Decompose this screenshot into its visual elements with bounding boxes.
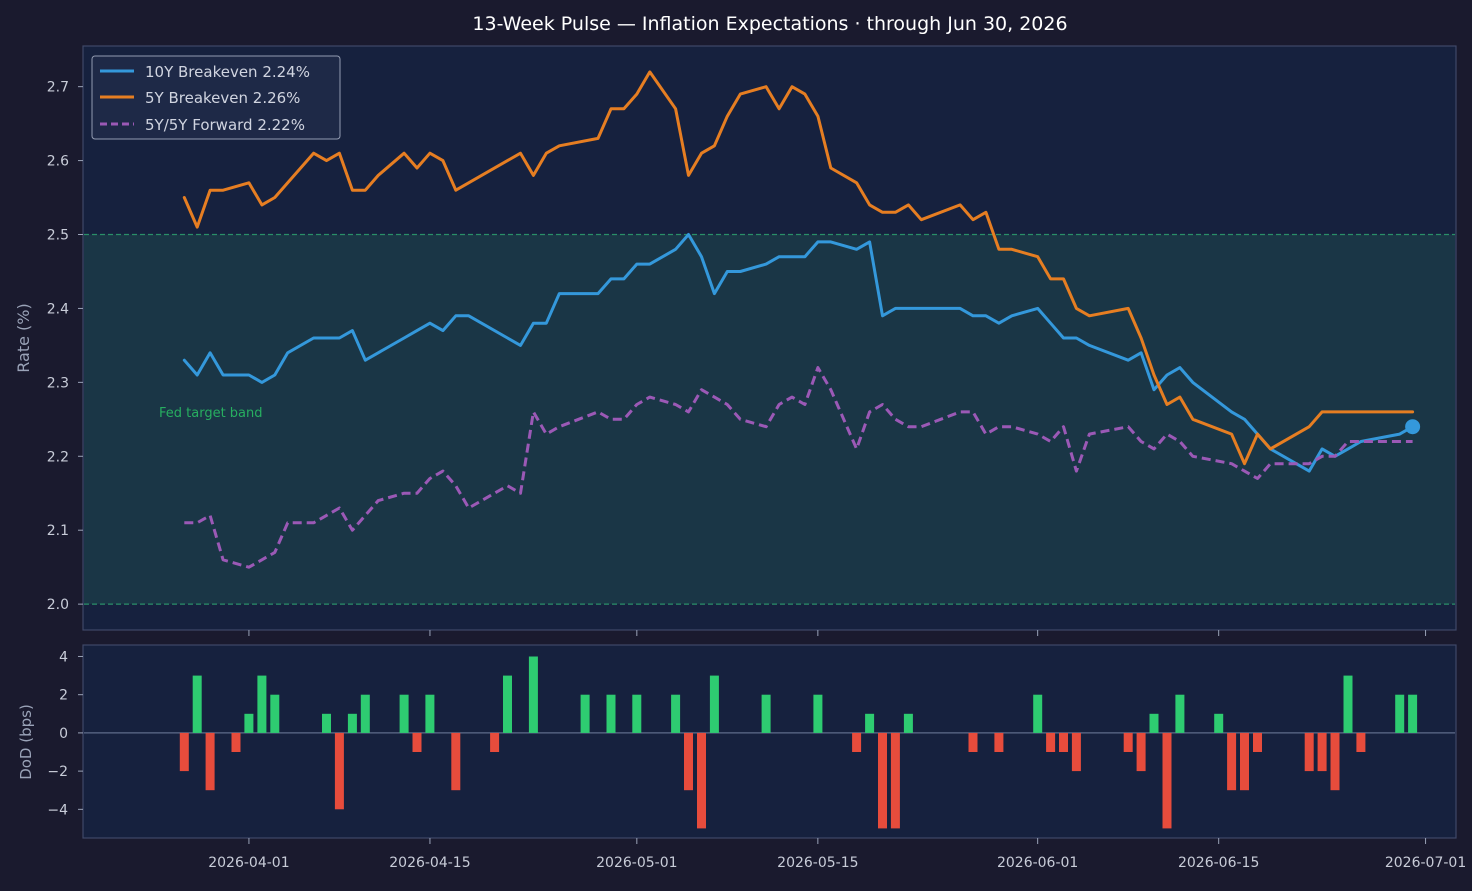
dod-y-tick-label: −2 <box>47 764 68 780</box>
dod-y-axis: −4 −2 0 2 4 <box>47 649 83 818</box>
dod-bar <box>994 732 1004 752</box>
dod-bar <box>1123 732 1133 752</box>
dod-y-tick-label: 0 <box>59 726 68 742</box>
dod-bar <box>270 694 280 733</box>
dod-bar <box>1033 694 1043 733</box>
main-y-axis: 2.0 2.1 2.2 2.3 2.4 2.5 2.6 2.7 <box>47 80 83 613</box>
dod-bar <box>322 713 331 733</box>
dod-x-axis: 2026-04-01 2026-04-15 2026-05-01 2026-05-15… <box>208 838 1466 871</box>
dod-bar <box>1395 694 1405 733</box>
dod-bar <box>451 732 461 791</box>
main-y-tick-label: 2.1 <box>47 523 69 539</box>
dod-x-tick-label: 2026-05-01 <box>596 855 677 871</box>
main-x-axis <box>248 630 1427 636</box>
dod-y-tick-label: −4 <box>47 802 68 818</box>
dod-bar <box>903 713 913 733</box>
legend: 10Y Breakeven 2.24% 5Y Breakeven 2.26% 5… <box>91 55 341 140</box>
dod-bar <box>1330 732 1340 791</box>
dod-bar <box>1046 732 1056 752</box>
legend-label-5y: 5Y Breakeven 2.26% <box>145 89 300 107</box>
dod-bar <box>865 713 875 733</box>
dod-bar <box>761 694 771 733</box>
dod-bar <box>231 732 241 752</box>
dod-plot-area <box>82 644 1457 839</box>
dod-bar <box>192 675 202 733</box>
dod-bar <box>1240 732 1249 791</box>
dod-bar <box>709 675 719 733</box>
dod-bar <box>1356 732 1366 752</box>
legend-label-10y: 10Y Breakeven 2.24% <box>145 63 310 81</box>
dod-bar <box>1162 732 1172 829</box>
series-layer <box>182 70 1421 569</box>
dod-bar <box>257 675 267 733</box>
dod-bar <box>412 732 422 752</box>
dod-bar <box>878 732 887 829</box>
series-line-5y <box>182 70 1415 466</box>
dod-x-tick-label: 2026-06-15 <box>1178 855 1259 871</box>
main-y-tick-label: 2.4 <box>47 301 69 317</box>
dod-bar <box>1304 732 1314 772</box>
dod-bar <box>490 732 500 752</box>
dod-y-tick-label: 4 <box>59 649 68 665</box>
dod-bar <box>606 694 616 733</box>
dod-bar <box>334 732 344 810</box>
band-label: Fed target band <box>159 406 263 421</box>
dod-x-tick-label: 2026-05-15 <box>777 855 858 871</box>
legend-box <box>91 55 341 140</box>
dod-bar <box>852 732 862 752</box>
main-y-tick-label: 2.6 <box>47 154 69 170</box>
dod-bar <box>244 713 254 733</box>
chart-title: 13-Week Pulse — Inflation Expectations ·… <box>472 13 1067 35</box>
main-y-tick-label: 2.5 <box>47 228 69 244</box>
dod-bar <box>580 694 590 733</box>
dod-bar <box>968 732 978 752</box>
dod-bar <box>1136 732 1146 772</box>
series-line-5y5y <box>184 366 1413 569</box>
dod-bar <box>697 732 706 829</box>
legend-label-5y5y: 5Y/5Y Forward 2.22% <box>145 116 305 134</box>
dod-bar <box>179 732 189 772</box>
main-y-tick-label: 2.3 <box>47 375 69 391</box>
dod-bars-layer <box>179 656 1418 829</box>
main-y-tick-label: 2.2 <box>47 449 69 465</box>
dod-x-tick-label: 2026-04-01 <box>208 855 289 871</box>
dod-bar <box>360 694 370 733</box>
main-y-axis-label: Rate (%) <box>14 303 33 372</box>
dod-bar <box>890 732 900 829</box>
dod-bar <box>1253 732 1262 752</box>
dod-bar <box>503 675 512 733</box>
dod-bar <box>632 694 642 733</box>
dod-bar <box>1059 732 1068 752</box>
dod-bar <box>1227 732 1237 791</box>
dod-bar <box>684 732 693 791</box>
dod-bar <box>1071 732 1081 772</box>
dod-bar <box>205 732 215 791</box>
dod-bar <box>425 694 435 733</box>
dod-bar <box>1317 732 1327 772</box>
dod-bar <box>1214 713 1224 733</box>
dod-bar <box>671 694 681 733</box>
dod-bar <box>813 694 823 733</box>
dod-y-axis-label: DoD (bps) <box>17 704 35 780</box>
series-line-10y <box>182 233 1415 473</box>
dod-bar <box>347 713 357 733</box>
dod-bar <box>399 694 409 733</box>
dod-bar <box>1175 694 1185 733</box>
dod-bar <box>1408 694 1418 733</box>
main-y-tick-label: 2.0 <box>47 597 69 613</box>
dod-x-tick-label: 2026-07-01 <box>1385 855 1466 871</box>
dod-bar <box>528 656 538 733</box>
dod-y-tick-label: 2 <box>59 688 68 704</box>
dod-x-tick-label: 2026-06-01 <box>997 855 1078 871</box>
last-value-marker <box>1405 419 1421 435</box>
main-y-tick-label: 2.7 <box>47 80 69 96</box>
dod-bar <box>1149 713 1159 733</box>
dod-bar <box>1343 675 1353 733</box>
dod-x-tick-label: 2026-04-15 <box>389 855 470 871</box>
